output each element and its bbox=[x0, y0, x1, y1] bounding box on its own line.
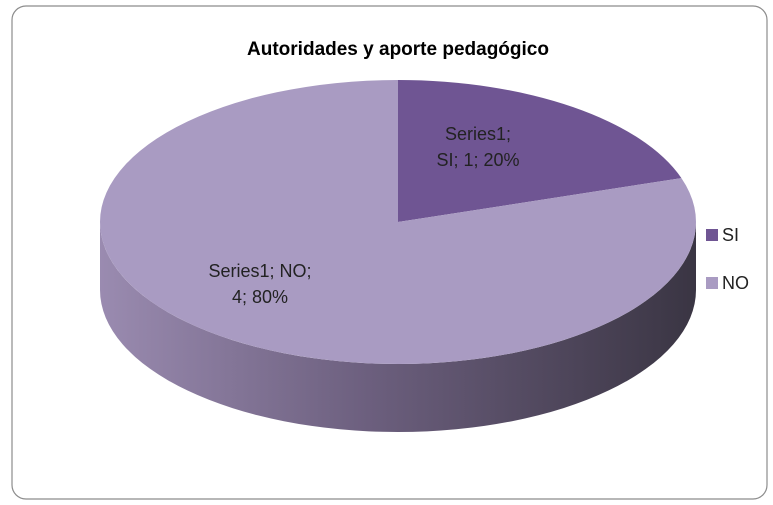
legend-swatch bbox=[706, 277, 718, 289]
pie-slice bbox=[398, 80, 682, 222]
data-label: Series1; SI; 1; 20% bbox=[436, 124, 519, 170]
legend-label: SI bbox=[722, 225, 739, 245]
legend-label: NO bbox=[722, 273, 749, 293]
data-label: Series1; NO; 4; 80% bbox=[208, 261, 311, 307]
pie-slice bbox=[100, 80, 697, 364]
pie-side bbox=[100, 222, 696, 432]
chart-title: Autoridades y aporte pedagógico bbox=[247, 39, 549, 60]
legend-swatch bbox=[706, 229, 718, 241]
